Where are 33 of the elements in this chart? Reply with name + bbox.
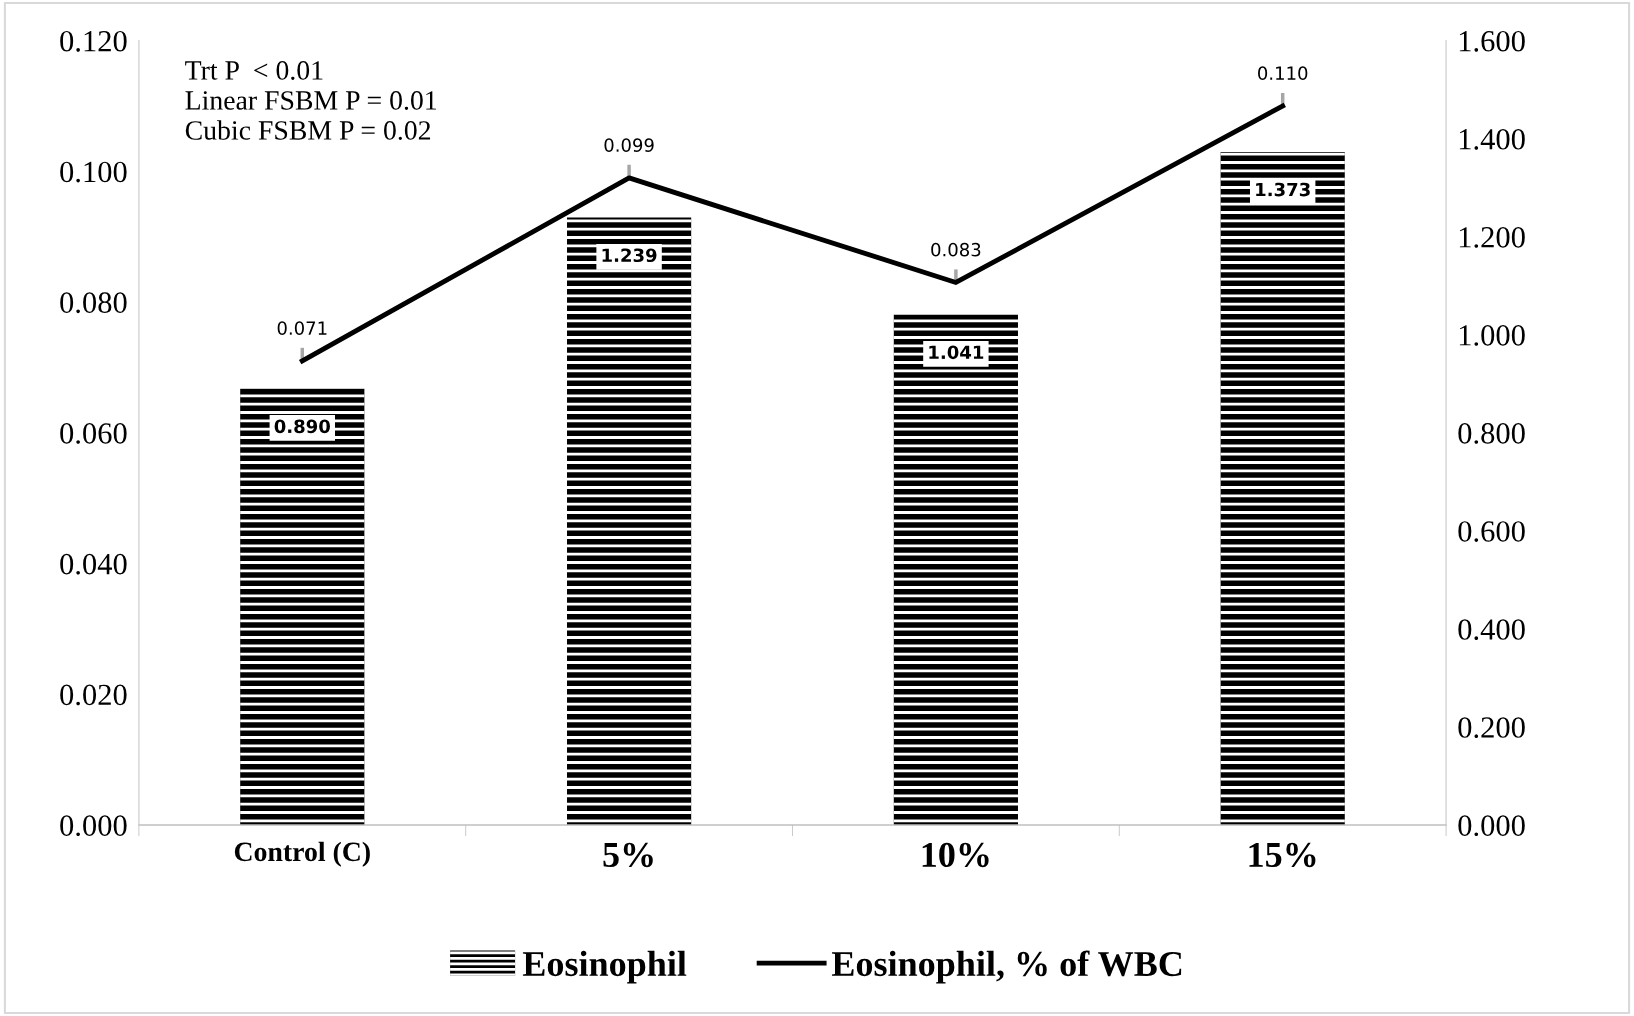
- y-tick-label: 0.120: [60, 30, 127, 52]
- x-tick-label: Control (C): [234, 841, 370, 867]
- y2-tick-label: 0.400: [1458, 619, 1525, 640]
- y-tick-label: 0.100: [60, 161, 127, 183]
- y2-tick-label: 0.600: [1458, 521, 1525, 542]
- data-label: 0.890: [274, 419, 330, 434]
- y-tick-label: 0.000: [60, 815, 127, 837]
- y2-tick-label: 1.200: [1459, 227, 1525, 248]
- data-label: 0.110: [1258, 66, 1308, 81]
- y2-tick-label: 0.800: [1458, 423, 1525, 444]
- x-tick-label: 5%: [603, 842, 653, 868]
- y2-tick-label: 1.400: [1459, 128, 1525, 150]
- annotation: Trt P < 0.01: [185, 61, 323, 80]
- y-tick-label: 0.040: [60, 553, 127, 575]
- y2-tick-label: 0.000: [1458, 815, 1525, 837]
- y2-tick-label: 1.600: [1459, 30, 1525, 52]
- legend-label: Eosinophil: [522, 950, 687, 984]
- y-tick-label: 0.020: [60, 684, 127, 706]
- data-label: 1.041: [929, 345, 984, 360]
- data-label: 1.373: [1256, 182, 1310, 197]
- data-label: 1.239: [602, 248, 657, 263]
- data-label: 0.083: [931, 242, 981, 257]
- x-tick-label: 15%: [1249, 842, 1316, 868]
- legend-label: Eosinophil, % of WBC: [831, 950, 1182, 984]
- y-tick-label: 0.060: [60, 423, 127, 444]
- data-label: 0.071: [277, 321, 327, 335]
- y2-tick-label: 1.000: [1459, 325, 1525, 346]
- annotation: Linear FSBM P = 0.01: [185, 91, 437, 110]
- x-tick-label: 10%: [922, 842, 989, 868]
- y2-tick-label: 0.200: [1458, 717, 1525, 738]
- data-label: 0.099: [604, 138, 654, 152]
- annotation: Cubic FSBM P = 0.02: [185, 120, 431, 140]
- y-tick-label: 0.080: [60, 292, 127, 314]
